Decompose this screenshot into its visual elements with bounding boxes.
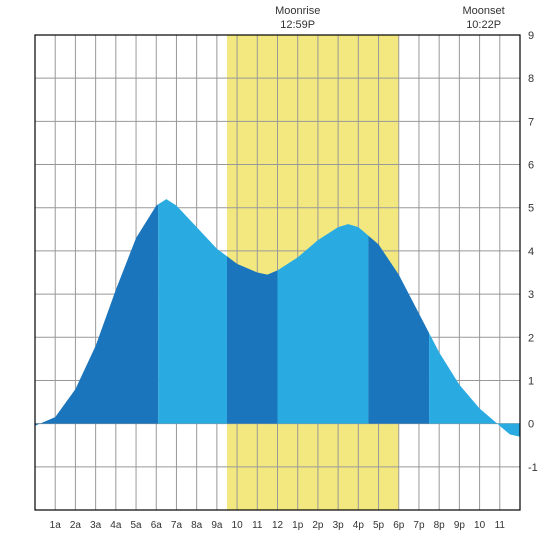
x-tick-label: 8p (434, 520, 446, 531)
y-tick-label: 6 (528, 160, 534, 172)
moonrise-time: 12:59P (280, 19, 315, 31)
y-tick-label: 8 (528, 73, 534, 85)
y-tick-label: 9 (528, 30, 534, 42)
x-tick-label: 11 (495, 520, 506, 531)
moonset-time: 10:22P (466, 19, 501, 31)
x-tick-label: 9a (211, 520, 223, 531)
tide-area-dark (227, 256, 278, 423)
x-tick-label: 1p (292, 520, 304, 531)
x-tick-label: 4a (110, 520, 122, 531)
x-tick-label: 8a (191, 520, 203, 531)
x-tick-label: 3p (333, 520, 345, 531)
moonset-label: Moonset (463, 5, 505, 17)
tide-chart: -101234567891a2a3a4a5a6a7a8a9a1011121p2p… (0, 0, 550, 550)
y-tick-label: -1 (528, 462, 538, 474)
chart-svg: -101234567891a2a3a4a5a6a7a8a9a1011121p2p… (0, 0, 550, 550)
x-tick-label: 2p (312, 520, 324, 531)
x-tick-label: 6p (393, 520, 405, 531)
x-tick-label: 10 (474, 520, 486, 531)
y-tick-label: 3 (528, 289, 534, 301)
moonrise-label: Moonrise (275, 5, 320, 17)
y-tick-label: 7 (528, 116, 534, 128)
x-tick-label: 12 (272, 520, 284, 531)
x-tick-label: 7a (171, 520, 183, 531)
x-tick-label: 6a (151, 520, 163, 531)
x-tick-label: 1a (50, 520, 62, 531)
x-tick-label: 4p (353, 520, 365, 531)
y-tick-label: 4 (528, 246, 534, 258)
x-tick-label: 3a (90, 520, 102, 531)
y-tick-label: 0 (528, 419, 534, 431)
y-tick-label: 5 (528, 203, 534, 215)
x-tick-label: 10 (232, 520, 244, 531)
x-tick-label: 5p (373, 520, 385, 531)
y-tick-label: 2 (528, 332, 534, 344)
y-tick-label: 1 (528, 375, 534, 387)
x-tick-label: 9p (454, 520, 466, 531)
x-tick-label: 7p (413, 520, 425, 531)
x-tick-label: 2a (70, 520, 82, 531)
x-tick-label: 5a (130, 520, 142, 531)
x-tick-label: 11 (252, 520, 263, 531)
